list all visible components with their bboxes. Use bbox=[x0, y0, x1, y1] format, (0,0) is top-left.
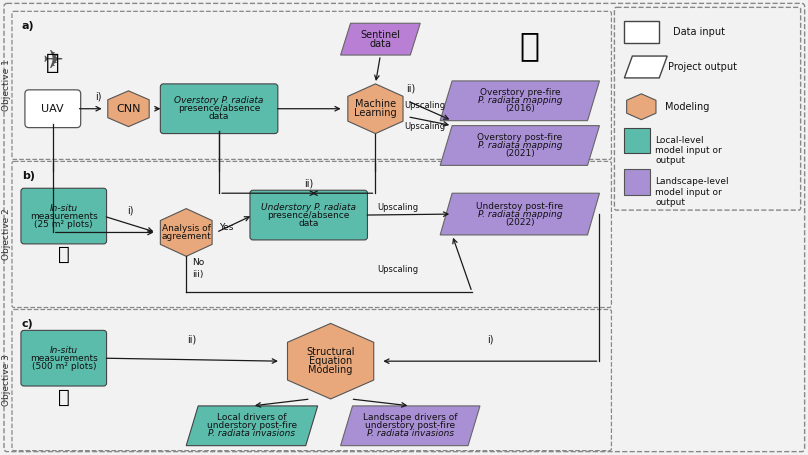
Text: presence/absence: presence/absence bbox=[178, 104, 260, 113]
Bar bbox=[625, 169, 650, 195]
Text: data: data bbox=[369, 39, 391, 49]
Polygon shape bbox=[440, 126, 600, 165]
Text: data: data bbox=[298, 218, 319, 228]
Polygon shape bbox=[440, 193, 600, 235]
Text: Modeling: Modeling bbox=[309, 365, 353, 375]
Bar bbox=[625, 127, 650, 153]
Text: Overstory post-fire: Overstory post-fire bbox=[478, 133, 562, 142]
Text: P. radiata mapping: P. radiata mapping bbox=[478, 96, 562, 105]
Text: (2021): (2021) bbox=[505, 149, 535, 158]
FancyBboxPatch shape bbox=[160, 84, 278, 134]
Text: ✈: ✈ bbox=[42, 49, 63, 73]
Polygon shape bbox=[288, 324, 374, 399]
Text: Project output: Project output bbox=[667, 62, 737, 72]
Text: measurements: measurements bbox=[30, 354, 98, 363]
Text: P. radiata mapping: P. radiata mapping bbox=[478, 141, 562, 150]
Text: presence/absence: presence/absence bbox=[267, 211, 350, 220]
Text: P. radiata invasions: P. radiata invasions bbox=[208, 429, 296, 438]
Polygon shape bbox=[107, 91, 149, 126]
Text: (25 m² plots): (25 m² plots) bbox=[35, 219, 93, 228]
Text: i): i) bbox=[486, 334, 493, 344]
Text: c): c) bbox=[22, 319, 34, 329]
Text: 👁: 👁 bbox=[58, 388, 69, 406]
Text: ii): ii) bbox=[304, 178, 314, 188]
Text: Sentinel: Sentinel bbox=[360, 30, 401, 40]
Text: No: No bbox=[192, 258, 204, 267]
Text: understory post-fire: understory post-fire bbox=[365, 421, 456, 430]
Text: Learning: Learning bbox=[354, 108, 397, 118]
Text: Data input: Data input bbox=[673, 27, 725, 37]
Text: ii): ii) bbox=[187, 334, 197, 344]
Text: 👁: 👁 bbox=[58, 245, 69, 264]
Text: measurements: measurements bbox=[30, 212, 98, 221]
Text: Understory P. radiata: Understory P. radiata bbox=[261, 202, 356, 212]
Text: Overstory P. radiata: Overstory P. radiata bbox=[175, 96, 263, 105]
Polygon shape bbox=[625, 56, 667, 78]
Text: iii): iii) bbox=[192, 270, 204, 279]
Bar bbox=[625, 21, 659, 43]
Text: In-situ: In-situ bbox=[49, 346, 78, 355]
Text: i): i) bbox=[95, 92, 102, 102]
Text: understory post-fire: understory post-fire bbox=[207, 421, 297, 430]
Polygon shape bbox=[186, 406, 318, 445]
Text: Equation: Equation bbox=[309, 356, 352, 366]
Polygon shape bbox=[341, 406, 480, 445]
Polygon shape bbox=[347, 84, 403, 134]
FancyBboxPatch shape bbox=[250, 190, 368, 240]
Text: Analysis of: Analysis of bbox=[162, 224, 211, 233]
Text: (500 m² plots): (500 m² plots) bbox=[32, 362, 96, 371]
Text: 🗺: 🗺 bbox=[520, 30, 540, 63]
Text: In-situ: In-situ bbox=[49, 204, 78, 212]
Text: Yes: Yes bbox=[219, 223, 234, 232]
Text: Landscape drivers of: Landscape drivers of bbox=[363, 413, 457, 422]
Text: (2016): (2016) bbox=[505, 104, 535, 113]
Text: CNN: CNN bbox=[116, 104, 141, 114]
Text: a): a) bbox=[22, 21, 35, 31]
Text: Upscaling: Upscaling bbox=[404, 121, 445, 131]
Text: Objective 3: Objective 3 bbox=[2, 354, 11, 406]
Text: Machine: Machine bbox=[355, 99, 396, 109]
Text: Upscaling: Upscaling bbox=[404, 101, 445, 110]
Text: Overstory pre-fire: Overstory pre-fire bbox=[479, 88, 560, 97]
Text: Objective 1: Objective 1 bbox=[2, 60, 11, 111]
Polygon shape bbox=[160, 208, 213, 256]
Polygon shape bbox=[341, 23, 420, 55]
Text: (2022): (2022) bbox=[505, 217, 535, 227]
Text: Local-level
model input or
output: Local-level model input or output bbox=[655, 136, 722, 165]
Text: Landscape-level
model input or
output: Landscape-level model input or output bbox=[655, 177, 729, 207]
Text: b): b) bbox=[22, 172, 35, 182]
Text: Objective 2: Objective 2 bbox=[2, 208, 11, 260]
FancyBboxPatch shape bbox=[25, 90, 81, 127]
FancyBboxPatch shape bbox=[21, 188, 107, 244]
Text: Upscaling: Upscaling bbox=[377, 265, 418, 274]
Text: i): i) bbox=[127, 206, 133, 216]
Text: agreement: agreement bbox=[162, 232, 211, 241]
Polygon shape bbox=[627, 94, 656, 120]
Text: P. radiata mapping: P. radiata mapping bbox=[478, 210, 562, 218]
Text: P. radiata invasions: P. radiata invasions bbox=[367, 429, 454, 438]
Text: Upscaling: Upscaling bbox=[377, 202, 418, 212]
Polygon shape bbox=[440, 81, 600, 121]
Text: ii): ii) bbox=[406, 84, 415, 94]
Text: data: data bbox=[209, 112, 229, 121]
Text: Structural: Structural bbox=[306, 347, 355, 357]
Text: Local drivers of: Local drivers of bbox=[217, 413, 287, 422]
Text: 🚁: 🚁 bbox=[46, 53, 60, 73]
Text: Modeling: Modeling bbox=[665, 102, 709, 112]
Text: Understoy post-fire: Understoy post-fire bbox=[476, 202, 563, 211]
Text: UAV: UAV bbox=[41, 104, 64, 114]
FancyBboxPatch shape bbox=[21, 330, 107, 386]
